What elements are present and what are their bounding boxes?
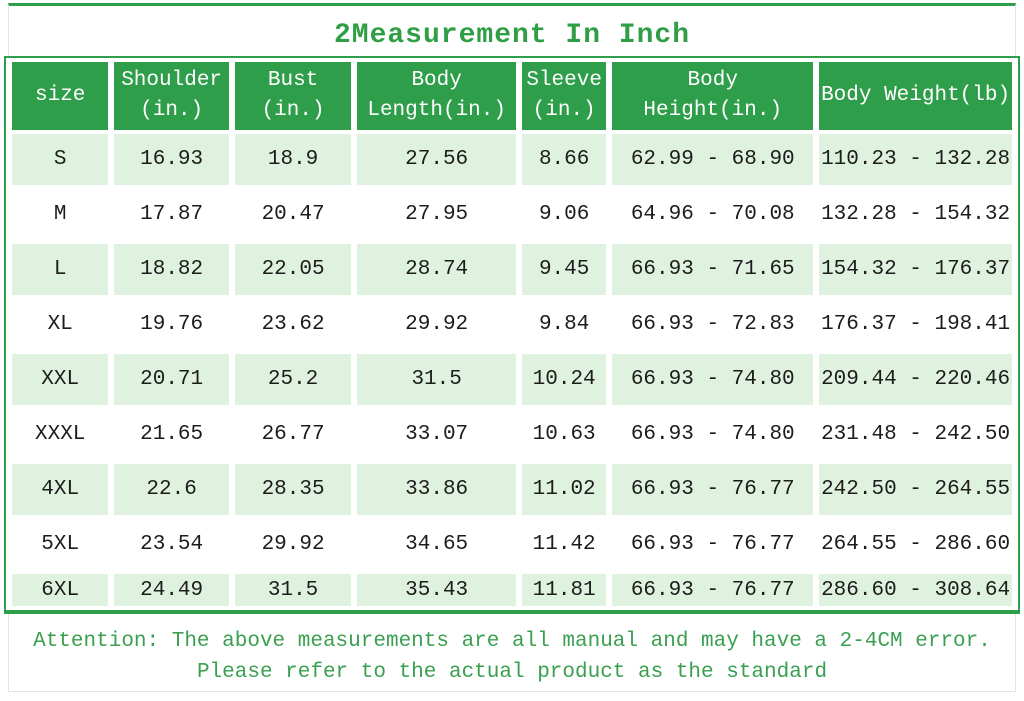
attention-note: Attention: The above measurements are al… [0,626,1024,688]
attention-line-2: Please refer to the actual product as th… [196,661,828,684]
table-row: 4XL 22.6 28.35 33.86 11.02 66.93 - 76.77 242.5… [12,464,1012,515]
measurement-cell: 66.93 - 72.83 [612,299,814,350]
column-header: Body Weight(lb) [819,62,1012,130]
measurement-cell: 34.65 [357,519,516,570]
measurement-cell: 9.45 [521,244,607,295]
measurement-cell: 16.93 [114,134,229,185]
measurement-cell: 22.05 [234,244,352,295]
size-cell: M [12,189,109,240]
table-row: 5XL 23.54 29.92 34.65 11.42 66.93 - 76.77 264.… [12,519,1012,570]
measurement-cell: 28.35 [234,464,352,515]
size-cell: XXL [12,354,109,405]
attention-line-1: Attention: The above measurements are al… [33,630,991,653]
measurement-cell: 264.55 - 286.60 [819,519,1012,570]
measurement-cell: 62.99 - 68.90 [612,134,814,185]
size-cell: S [12,134,109,185]
table-row: S 16.93 18.9 27.56 8.66 62.99 - 68.90 110.23 -… [12,134,1012,185]
measurement-cell: 35.43 [357,574,516,606]
measurement-cell: 11.02 [521,464,607,515]
measurement-cell: 21.65 [114,409,229,460]
measurement-cell: 24.49 [114,574,229,606]
table-row: 6XL 24.49 31.5 35.43 11.81 66.93 - 76.77 286.6… [12,574,1012,606]
measurement-cell: 11.42 [521,519,607,570]
measurement-cell: 28.74 [357,244,516,295]
table-row: XXL 20.71 25.2 31.5 10.24 66.93 - 74.80 209.44… [12,354,1012,405]
measurement-cell: 17.87 [114,189,229,240]
measurement-cell: 22.6 [114,464,229,515]
measurement-cell: 132.28 - 154.32 [819,189,1012,240]
measurement-cell: 23.62 [234,299,352,350]
measurement-cell: 10.63 [521,409,607,460]
measurement-cell: 176.37 - 198.41 [819,299,1012,350]
measurement-cell: 19.76 [114,299,229,350]
measurement-cell: 66.93 - 76.77 [612,464,814,515]
table-row: M 17.87 20.47 27.95 9.06 64.96 - 70.08 132.28 … [12,189,1012,240]
measurement-cell: 66.93 - 74.80 [612,354,814,405]
size-cell: 6XL [12,574,109,606]
measurement-cell: 10.24 [521,354,607,405]
measurement-table: size Shoulder (in.) Bust (in.) Body Length(… [4,56,1020,614]
column-header: Body Height(in.) [612,62,814,130]
measurement-cell: 23.54 [114,519,229,570]
measurement-cell: 18.82 [114,244,229,295]
measurement-cell: 31.5 [234,574,352,606]
measurement-cell: 242.50 - 264.55 [819,464,1012,515]
column-header: Sleeve (in.) [521,62,607,130]
size-cell: 5XL [12,519,109,570]
table-row: L 18.82 22.05 28.74 9.45 66.93 - 71.65 154.32 … [12,244,1012,295]
measurement-cell: 27.95 [357,189,516,240]
size-cell: L [12,244,109,295]
measurement-cell: 11.81 [521,574,607,606]
measurement-cell: 9.06 [521,189,607,240]
measurement-cell: 26.77 [234,409,352,460]
measurement-cell: 25.2 [234,354,352,405]
size-cell: 4XL [12,464,109,515]
measurement-cell: 29.92 [234,519,352,570]
measurement-cell: 20.71 [114,354,229,405]
table-row: XL 19.76 23.62 29.92 9.84 66.93 - 72.83 176.37… [12,299,1012,350]
measurement-cell: 31.5 [357,354,516,405]
measurement-cell: 9.84 [521,299,607,350]
table-row: XXXL 21.65 26.77 33.07 10.63 66.93 - 74.80 231… [12,409,1012,460]
column-header: Body Length(in.) [357,62,516,130]
measurement-cell: 66.93 - 76.77 [612,519,814,570]
measurement-cell: 18.9 [234,134,352,185]
measurement-cell: 8.66 [521,134,607,185]
column-header: size [12,62,109,130]
measurement-cell: 110.23 - 132.28 [819,134,1012,185]
measurement-cell: 64.96 - 70.08 [612,189,814,240]
measurement-cell: 33.07 [357,409,516,460]
measurement-cell: 29.92 [357,299,516,350]
measurement-cell: 20.47 [234,189,352,240]
measurement-cell: 209.44 - 220.46 [819,354,1012,405]
column-header: Shoulder (in.) [114,62,229,130]
measurement-cell: 33.86 [357,464,516,515]
size-cell: XL [12,299,109,350]
column-header: Bust (in.) [234,62,352,130]
measurement-cell: 231.48 - 242.50 [819,409,1012,460]
measurement-cell: 286.60 - 308.64 [819,574,1012,606]
measurement-cell: 154.32 - 176.37 [819,244,1012,295]
measurement-cell: 66.93 - 76.77 [612,574,814,606]
measurement-cell: 66.93 - 71.65 [612,244,814,295]
table-header-row: size Shoulder (in.) Bust (in.) Body Length(… [12,62,1012,130]
measurement-cell: 66.93 - 74.80 [612,409,814,460]
page-title: 2Measurement In Inch [333,20,691,51]
size-cell: XXXL [12,409,109,460]
measurement-cell: 27.56 [357,134,516,185]
